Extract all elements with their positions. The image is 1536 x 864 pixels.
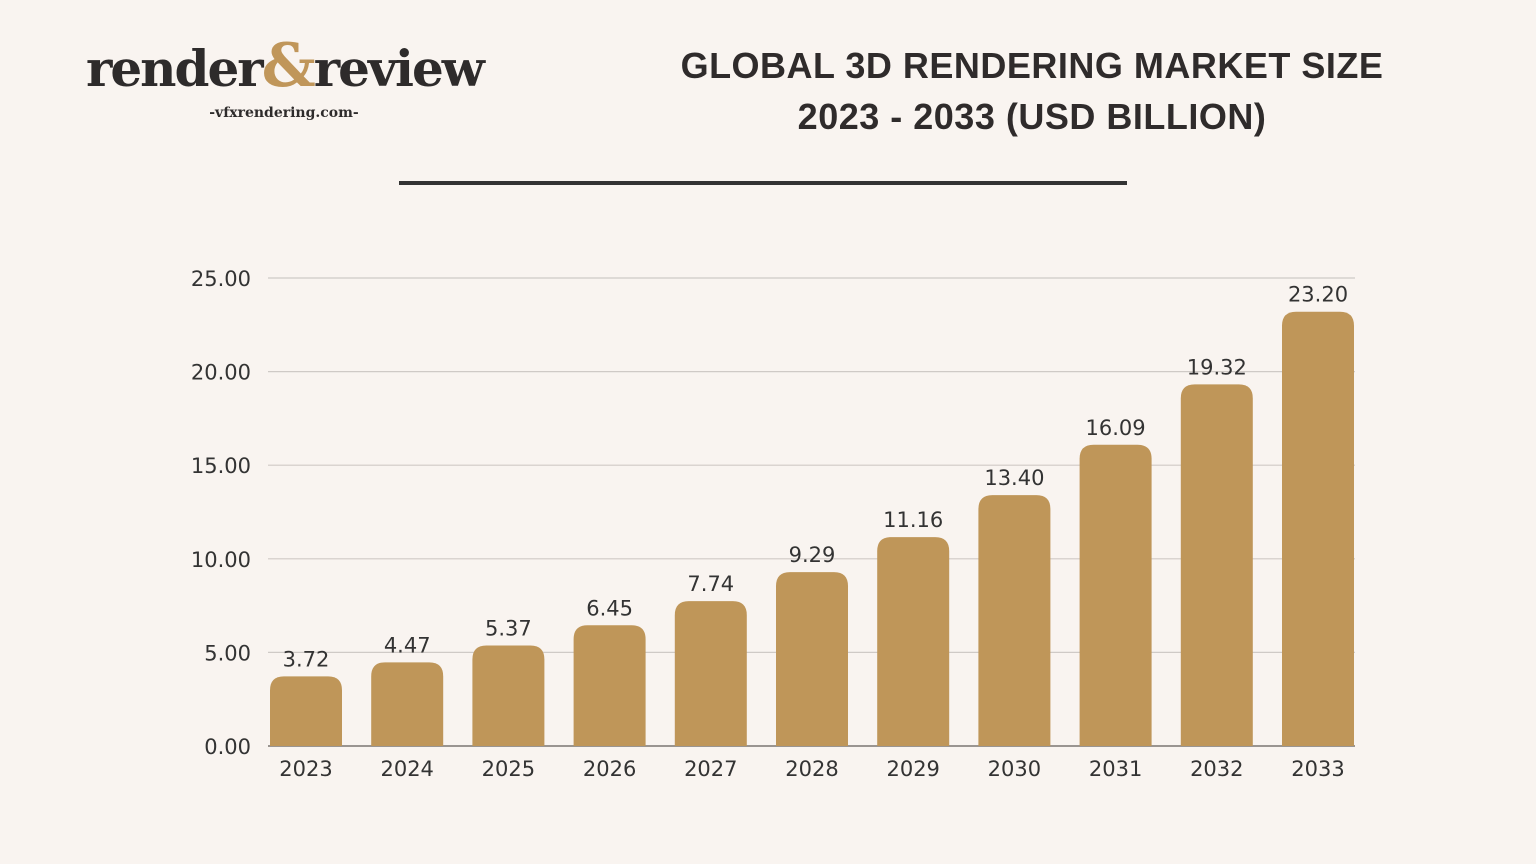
x-tick-label: 2028 xyxy=(785,757,838,781)
chart-title-line2: 2023 - 2033 (USD BILLION) xyxy=(797,96,1267,137)
y-tick-label: 10.00 xyxy=(191,548,251,572)
bar xyxy=(877,537,950,746)
bar xyxy=(978,495,1051,746)
y-tick-label: 25.00 xyxy=(191,267,251,291)
x-tick-label: 2033 xyxy=(1291,757,1344,781)
x-tick-label: 2026 xyxy=(583,757,636,781)
data-label: 11.16 xyxy=(883,508,943,532)
x-tick-label: 2025 xyxy=(482,757,535,781)
data-label: 5.37 xyxy=(485,616,532,640)
logo-wordmark: render&review xyxy=(86,36,485,99)
data-label: 23.20 xyxy=(1288,283,1348,307)
logo-text-left: render xyxy=(86,39,264,98)
x-tick-label: 2027 xyxy=(684,757,737,781)
bar xyxy=(573,625,646,746)
logo-subtitle: -vfxrendering.com- xyxy=(209,105,359,121)
y-tick-label: 5.00 xyxy=(204,641,251,665)
logo-text-right: review xyxy=(313,39,485,98)
data-label: 9.29 xyxy=(789,543,836,567)
y-tick-label: 20.00 xyxy=(191,361,251,385)
y-tick-label: 15.00 xyxy=(191,454,251,478)
logo: render&review -vfxrendering.com- xyxy=(86,36,485,121)
data-label: 7.74 xyxy=(687,572,734,596)
data-label: 6.45 xyxy=(586,596,633,620)
bar xyxy=(1282,311,1354,746)
x-tick-label: 2024 xyxy=(380,757,433,781)
bar xyxy=(776,572,848,746)
chart-title-line1: GLOBAL 3D RENDERING MARKET SIZE xyxy=(680,45,1384,86)
bar xyxy=(472,645,545,746)
bar xyxy=(1180,384,1253,746)
bar xyxy=(674,601,747,746)
x-tick-label: 2032 xyxy=(1190,757,1243,781)
x-tick-label: 2029 xyxy=(886,757,939,781)
data-label: 4.47 xyxy=(384,633,431,657)
data-label: 3.72 xyxy=(283,647,330,671)
data-label: 19.32 xyxy=(1187,355,1247,379)
chart-title: GLOBAL 3D RENDERING MARKET SIZE 2023 - 2… xyxy=(620,40,1444,142)
x-tick-label: 2031 xyxy=(1089,757,1142,781)
x-tick-label: 2030 xyxy=(988,757,1041,781)
title-divider xyxy=(399,181,1127,185)
logo-ampersand: & xyxy=(261,31,316,101)
data-label: 16.09 xyxy=(1086,416,1146,440)
x-tick-label: 2023 xyxy=(279,757,332,781)
data-label: 13.40 xyxy=(984,466,1044,490)
y-tick-label: 0.00 xyxy=(204,735,251,759)
bar xyxy=(1079,444,1152,746)
bar xyxy=(270,676,342,746)
bar xyxy=(371,662,444,746)
